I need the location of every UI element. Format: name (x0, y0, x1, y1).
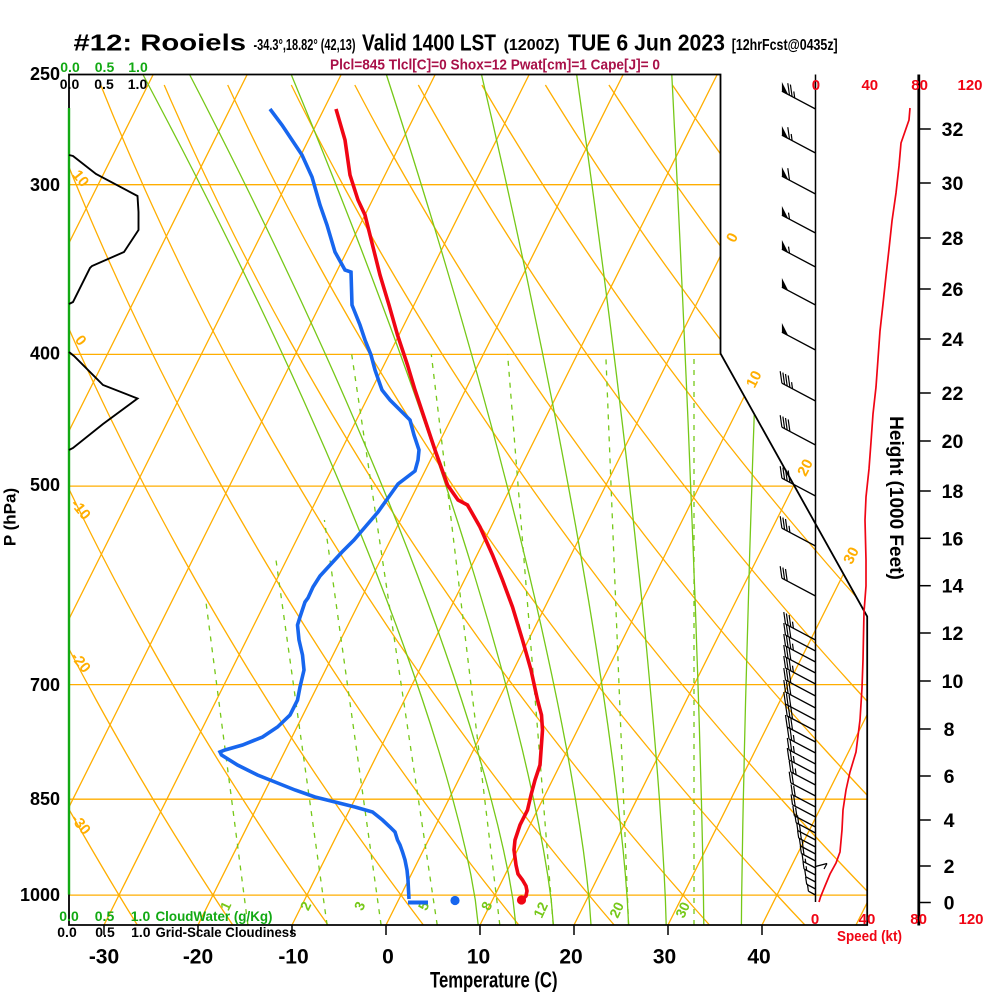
svg-text:0.0: 0.0 (60, 76, 80, 92)
svg-text:20: 20 (559, 946, 582, 969)
svg-text:20: 20 (942, 431, 964, 453)
svg-text:30: 30 (942, 173, 964, 195)
svg-text:TUE 6 Jun 2023: TUE 6 Jun 2023 (568, 30, 725, 56)
svg-text:10: 10 (467, 946, 490, 969)
svg-text:0.5: 0.5 (95, 908, 115, 924)
svg-text:500: 500 (30, 475, 60, 495)
svg-text:30: 30 (840, 544, 863, 567)
svg-text:40: 40 (747, 946, 770, 969)
svg-text:300: 300 (30, 175, 60, 195)
svg-text:22: 22 (942, 383, 964, 405)
svg-text:0: 0 (812, 77, 820, 94)
svg-text:20: 20 (794, 456, 817, 479)
svg-text:850: 850 (30, 789, 60, 809)
svg-text:0: 0 (944, 893, 955, 915)
svg-text:10: 10 (743, 368, 766, 391)
svg-text:10: 10 (69, 167, 93, 191)
svg-text:80: 80 (911, 77, 928, 94)
svg-text:0.5: 0.5 (94, 76, 114, 92)
svg-text:10: 10 (942, 671, 964, 693)
svg-text:1.0: 1.0 (128, 59, 148, 75)
svg-text:250: 250 (30, 64, 60, 84)
svg-text:(1200Z): (1200Z) (504, 37, 560, 54)
svg-text:#12: Rooiels: #12: Rooiels (74, 30, 247, 56)
svg-text:0.0: 0.0 (59, 908, 79, 924)
svg-text:0.0: 0.0 (57, 924, 77, 940)
svg-text:0.0: 0.0 (60, 59, 80, 75)
svg-text:700: 700 (30, 675, 60, 695)
svg-text:2: 2 (944, 856, 955, 878)
svg-text:-20: -20 (183, 946, 213, 969)
svg-text:28: 28 (942, 228, 964, 250)
svg-text:26: 26 (942, 279, 964, 301)
svg-text:400: 400 (30, 344, 60, 364)
svg-text:0: 0 (382, 946, 394, 969)
svg-text:0.5: 0.5 (95, 924, 115, 940)
svg-text:120: 120 (957, 77, 982, 94)
svg-text:16: 16 (942, 528, 964, 550)
svg-text:Valid 1400 LST: Valid 1400 LST (362, 30, 496, 56)
svg-text:Plcl=845 Tlcl[C]=0 Shox=12 Pwa: Plcl=845 Tlcl[C]=0 Shox=12 Pwat[cm]=1 Ca… (330, 57, 660, 74)
svg-text:[12hrFcst@0435z]: [12hrFcst@0435z] (732, 37, 838, 54)
svg-text:14: 14 (942, 576, 964, 598)
svg-text:6: 6 (944, 766, 955, 788)
svg-text:P (hPa): P (hPa) (1, 488, 20, 546)
svg-text:32: 32 (942, 119, 964, 141)
svg-text:120: 120 (958, 911, 983, 928)
svg-text:20: 20 (606, 899, 627, 920)
svg-text:40: 40 (861, 77, 878, 94)
svg-text:Speed (kt): Speed (kt) (837, 928, 902, 945)
svg-text:1.0: 1.0 (131, 924, 151, 940)
svg-text:80: 80 (910, 911, 927, 928)
svg-text:0.5: 0.5 (95, 59, 115, 75)
svg-text:1000: 1000 (20, 885, 60, 905)
svg-text:18: 18 (942, 481, 964, 503)
svg-text:1.0: 1.0 (131, 908, 151, 924)
svg-text:CloudWater (g/Kg): CloudWater (g/Kg) (156, 908, 273, 924)
svg-text:30: 30 (653, 946, 676, 969)
svg-text:12: 12 (942, 623, 964, 645)
svg-text:24: 24 (942, 329, 964, 351)
svg-text:Height (1000 Feet): Height (1000 Feet) (885, 416, 906, 580)
svg-text:30: 30 (672, 899, 693, 920)
svg-text:-30: -30 (89, 946, 119, 969)
svg-text:1.0: 1.0 (128, 76, 148, 92)
svg-text:-34.3°,18.82° (42,13): -34.3°,18.82° (42,13) (254, 37, 356, 54)
svg-text:0: 0 (811, 911, 819, 928)
svg-text:Grid-Scale Cloudiness: Grid-Scale Cloudiness (156, 924, 297, 940)
svg-text:Temperature (C): Temperature (C) (430, 968, 558, 993)
svg-text:40: 40 (859, 911, 876, 928)
svg-text:-10: -10 (278, 946, 308, 969)
svg-text:4: 4 (944, 810, 955, 832)
svg-text:8: 8 (944, 719, 955, 741)
svg-text:12: 12 (530, 899, 551, 920)
